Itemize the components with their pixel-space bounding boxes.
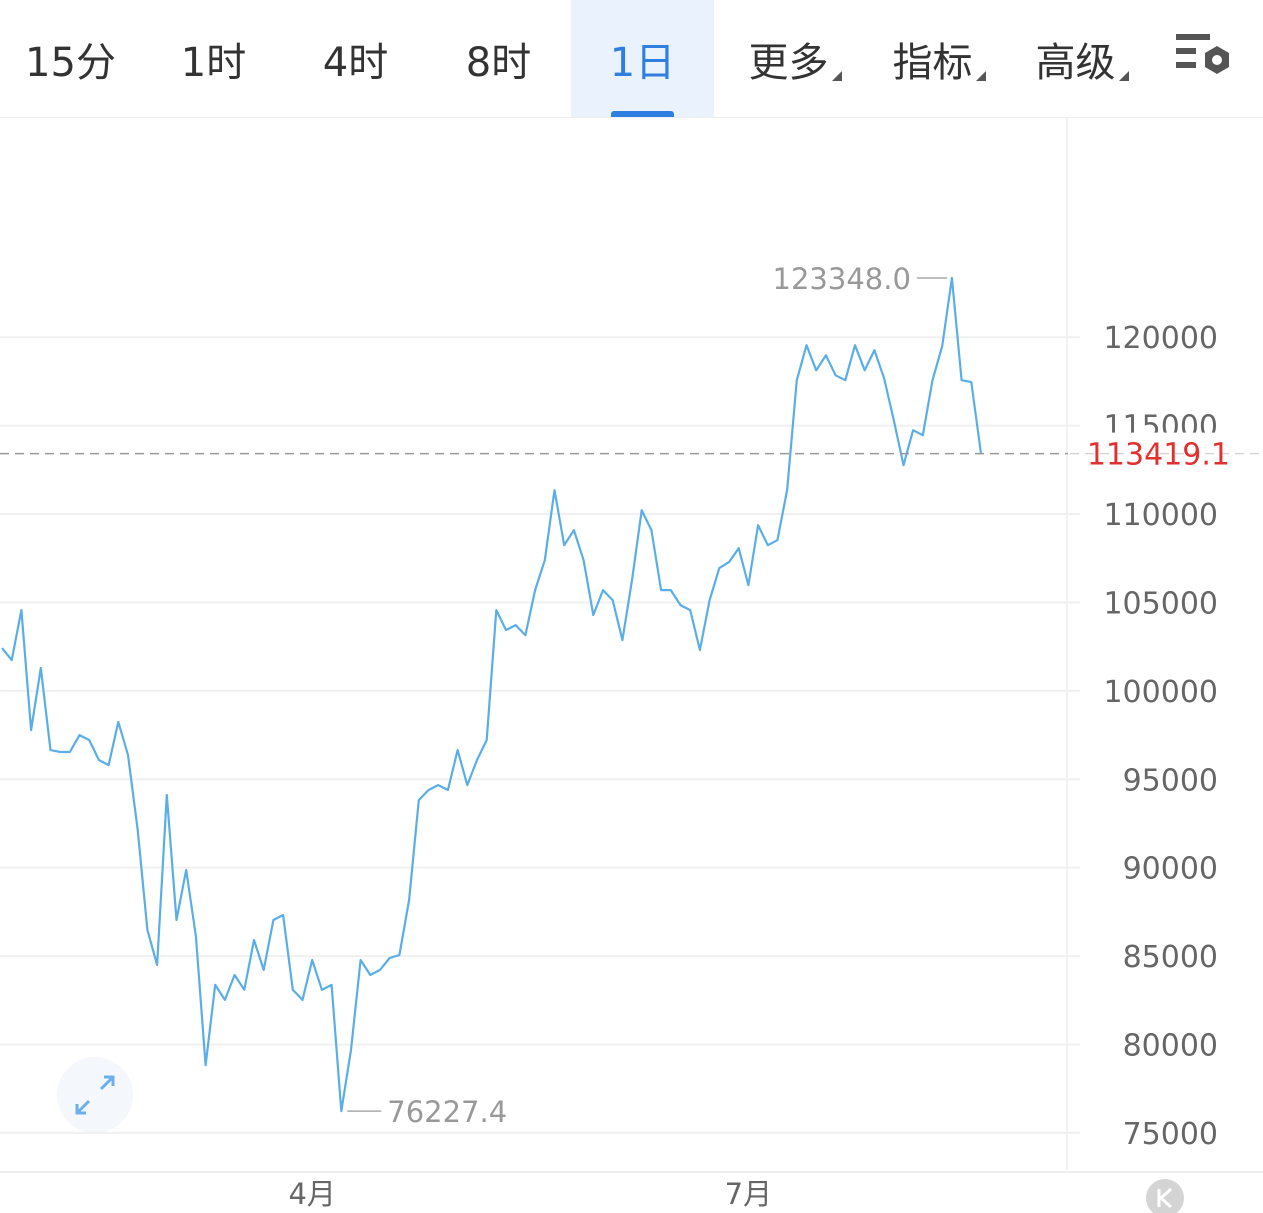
dropdown-marker xyxy=(1119,71,1129,81)
tab-label: 15分 xyxy=(25,39,116,86)
tab[interactable]: 高级 xyxy=(1004,0,1147,117)
y-tick-label: 85000 xyxy=(1123,940,1218,975)
y-tick-label: 90000 xyxy=(1123,852,1218,887)
current-price-label: 113419.1 xyxy=(1087,438,1230,473)
y-tick-label: 80000 xyxy=(1123,1028,1218,1063)
tab[interactable]: 4时 xyxy=(284,0,427,117)
price-line xyxy=(1,276,983,1113)
tab[interactable]: 更多 xyxy=(717,0,860,117)
tab[interactable]: 1日 xyxy=(571,0,714,117)
x-tick-label: 7月 xyxy=(725,1177,772,1211)
tab-label: 4时 xyxy=(322,39,389,86)
x-tick-label: 4月 xyxy=(288,1177,335,1211)
tab[interactable]: 8时 xyxy=(427,0,570,117)
tab-label: 更多 xyxy=(748,39,829,86)
y-tick-label: 100000 xyxy=(1103,675,1218,710)
y-tick-label: 120000 xyxy=(1103,321,1218,356)
annotation-label: 123348.0 xyxy=(773,262,911,296)
tab[interactable]: 15分 xyxy=(0,0,142,117)
y-tick-label: 95000 xyxy=(1123,763,1218,798)
current-price-box xyxy=(1070,432,1263,475)
dropdown-marker xyxy=(976,71,986,81)
tab-label: 1日 xyxy=(609,39,676,86)
dropdown-marker xyxy=(832,71,842,81)
tab[interactable]: 指标 xyxy=(861,0,1004,117)
expand-button[interactable] xyxy=(57,1057,133,1133)
y-tick-label: 105000 xyxy=(1103,586,1218,621)
settings-icon[interactable] xyxy=(1176,34,1229,74)
tab[interactable]: 1时 xyxy=(142,0,285,117)
y-tick-label: 75000 xyxy=(1123,1117,1218,1152)
tab-label: 指标 xyxy=(892,39,973,86)
tab-label: 1时 xyxy=(180,39,247,86)
tab-bar: 15分 1时 4时 8时 1日 更多 指标 高级 xyxy=(0,0,1263,118)
tab-label: 8时 xyxy=(465,39,532,86)
y-tick-label: 110000 xyxy=(1103,498,1218,533)
annotation-label: 76227.4 xyxy=(387,1095,507,1129)
tab-label: 高级 xyxy=(1035,39,1116,86)
k-logo xyxy=(1146,1179,1184,1213)
